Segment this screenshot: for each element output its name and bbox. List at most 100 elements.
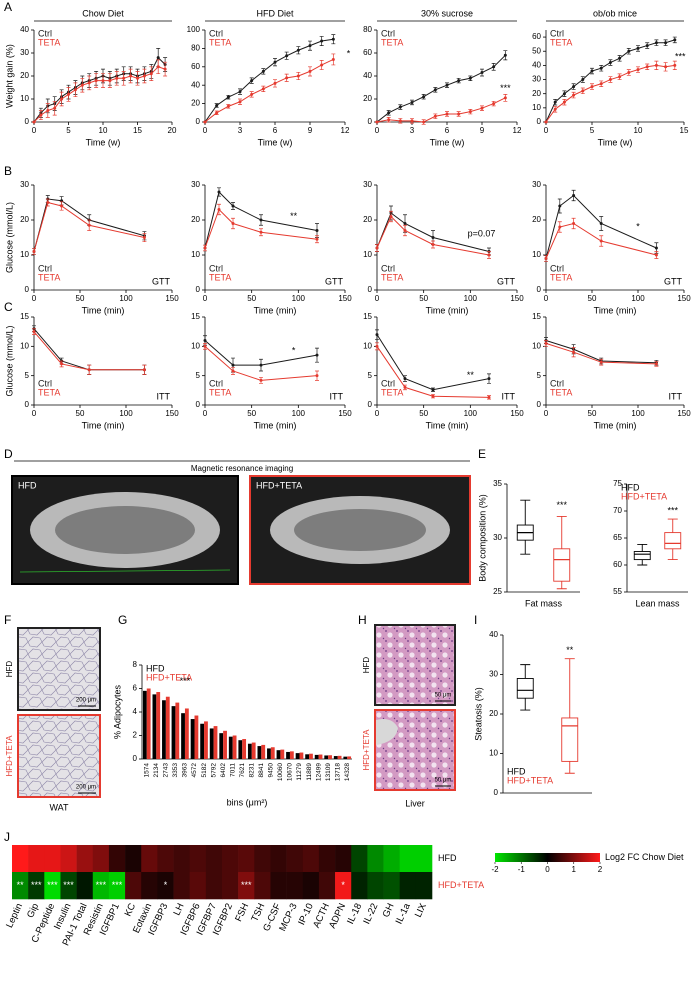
x-tick-label: 1574: [143, 763, 150, 778]
x-axis-label: Time (w): [86, 137, 121, 147]
data-point: [296, 48, 300, 52]
box-whisker: [637, 544, 648, 566]
bar: [261, 744, 266, 759]
bar: [142, 690, 147, 759]
box-body: [516, 678, 534, 699]
y-tick-label: 5: [196, 371, 201, 380]
y-tick-label: 0: [368, 400, 373, 409]
data-point: [320, 39, 324, 43]
legend-entry: Ctrl: [38, 263, 52, 273]
data-point: [375, 120, 379, 124]
y-tick-label: 80: [191, 44, 200, 53]
bar: [324, 755, 329, 759]
x-tick-label: 8841: [258, 763, 265, 778]
column-label: KC: [123, 902, 139, 919]
data-point: [320, 63, 324, 67]
x-axis-label: Time (w): [430, 137, 465, 147]
data-point: [60, 97, 64, 101]
x-tick-label: 150: [338, 409, 352, 418]
data-point: [492, 65, 496, 69]
column-label: LH: [172, 902, 187, 918]
y-tick-label: 65: [613, 533, 622, 542]
y-tick-label: 75: [613, 479, 622, 488]
data-point: [664, 41, 668, 45]
legend-entry: Ctrl: [209, 28, 223, 38]
x-tick-label: 9: [480, 126, 485, 135]
data-point: [608, 78, 612, 82]
data-point: [285, 76, 289, 80]
heatmap-cell: [399, 845, 417, 873]
y-tick-label: 50: [532, 46, 541, 55]
heatmap-cell: [383, 845, 400, 873]
y-tick-label: 0: [537, 285, 542, 294]
data-point: [544, 257, 548, 260]
y-tick-label: 30: [20, 180, 29, 189]
data-point: [410, 119, 414, 123]
bar: [314, 754, 319, 759]
series-line: [376, 334, 490, 391]
data-point: [468, 110, 472, 114]
data-point: [422, 95, 426, 99]
y-tick-label: 20: [191, 215, 200, 224]
annotation: *: [292, 345, 296, 355]
annotation: ***: [675, 51, 686, 61]
data-point: [101, 79, 105, 83]
x-tick-label: 15: [680, 126, 689, 135]
data-point: [331, 37, 335, 41]
x-tick-label: 0: [203, 294, 208, 303]
data-point: [445, 83, 449, 87]
heatmap-cell: [367, 845, 384, 873]
y-tick-label: 0: [25, 400, 30, 409]
y-tick-label: 30: [363, 180, 372, 189]
y-tick-label: 0: [25, 117, 30, 126]
heatmap-cell: [60, 845, 77, 873]
data-point: [32, 120, 36, 124]
data-point: [231, 363, 235, 367]
box-whisker: [564, 658, 575, 774]
data-point: [238, 100, 242, 104]
y-tick-label: 10: [20, 94, 29, 103]
heatmap-cell: [44, 845, 61, 873]
data-point: [231, 369, 235, 373]
legend-entry: TETA: [209, 272, 231, 282]
data-point: [259, 378, 263, 382]
heatmap-cell: [157, 845, 174, 873]
y-tick-label: 10: [489, 749, 498, 758]
data-point: [654, 253, 658, 257]
row-label: HFD+TETA: [438, 880, 484, 890]
data-point: [308, 69, 312, 73]
data-point: [217, 208, 221, 211]
data-point: [87, 368, 91, 372]
legend-entry: Ctrl: [550, 378, 564, 388]
data-point: [398, 105, 402, 109]
heatmap-cell: [222, 845, 239, 873]
legend-entry: TETA: [550, 37, 572, 47]
y-tick-label: 20: [489, 709, 498, 718]
x-tick-label: 100: [119, 409, 133, 418]
data-point: [231, 204, 235, 208]
x-tick-label: 150: [677, 409, 691, 418]
heatmap-cell: [318, 845, 336, 873]
data-point: [215, 103, 219, 107]
series-line: [545, 339, 657, 364]
heatmap-cell: [205, 845, 223, 873]
heatmap-cell: [44, 872, 61, 900]
x-tick-label: 3: [410, 126, 415, 135]
y-tick-label: 10: [20, 250, 29, 259]
heatmap-cell: [399, 872, 417, 900]
row-label: HFD: [438, 853, 457, 863]
data-point: [553, 107, 557, 111]
data-point: [32, 330, 36, 334]
data-point: [654, 246, 658, 250]
data-point: [389, 215, 393, 218]
mri-label: HFD: [18, 480, 37, 490]
panel-label: J: [4, 830, 10, 844]
data-point: [433, 114, 437, 118]
series-line: [376, 97, 506, 123]
panel-label: C: [4, 300, 13, 314]
panel-label: B: [4, 164, 12, 178]
data-point: [375, 246, 379, 250]
x-tick-label: 150: [510, 294, 524, 303]
data-point: [308, 44, 312, 48]
